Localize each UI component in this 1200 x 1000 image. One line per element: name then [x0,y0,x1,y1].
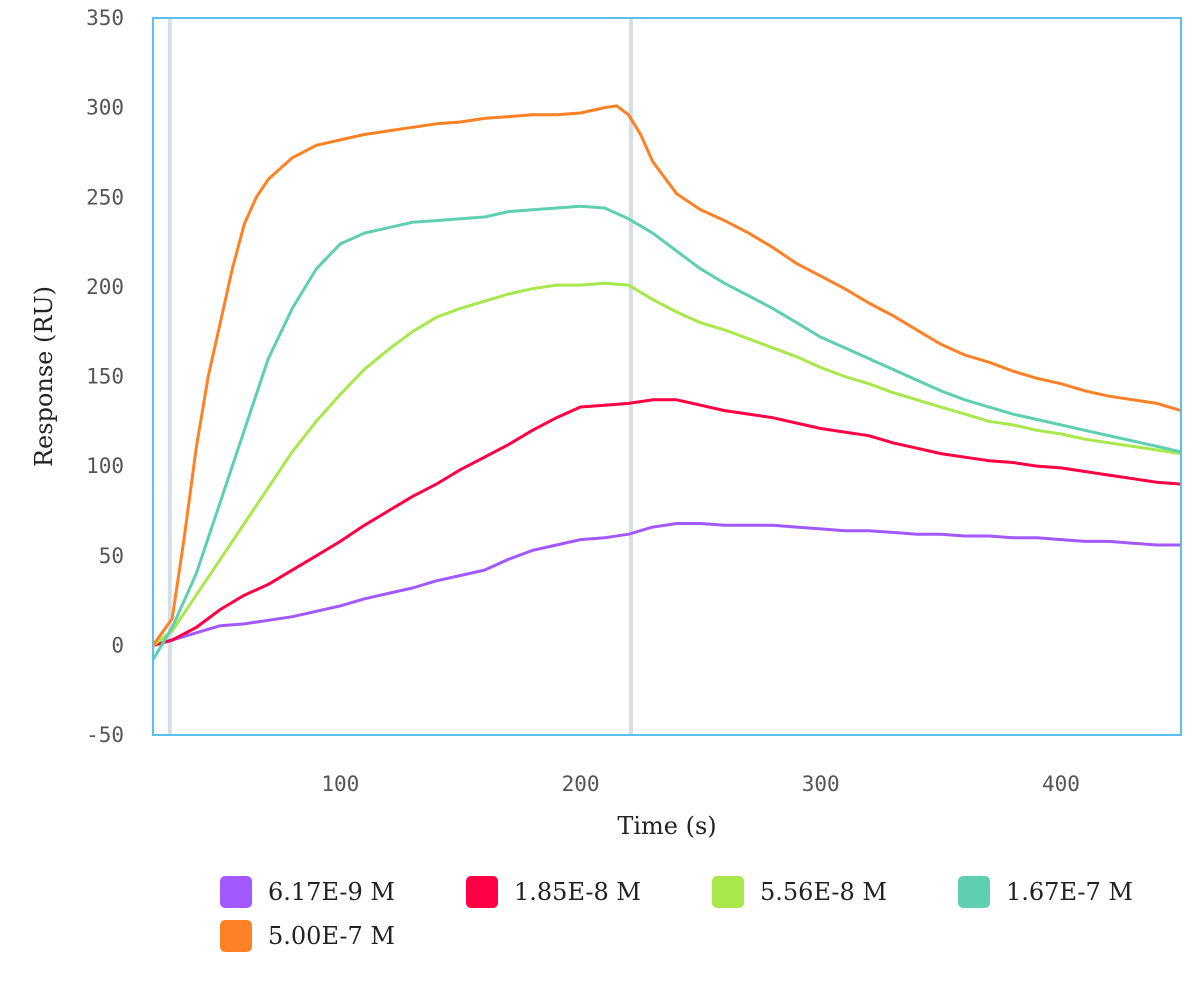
y-tick-label: -50 [86,723,124,747]
y-tick-label: 50 [99,544,124,568]
series-lines [151,104,1182,661]
y-tick-label: 250 [86,185,124,209]
x-tick-label: 200 [562,772,600,796]
series-line-4 [151,104,1182,647]
x-tick-label: 400 [1042,772,1080,796]
series-line-2 [152,281,1182,647]
legend-item[interactable]: 5.00E-7 M [220,920,395,952]
event-markers [167,18,633,735]
x-axis-title: Time (s) [617,812,716,840]
legend-swatch [466,876,498,908]
series-line-0 [152,522,1181,647]
legend-label: 5.56E-8 M [760,878,887,906]
x-axis: 100 200 300 400 [321,772,1079,796]
y-tick-label: 300 [86,96,124,120]
y-tick-label: 200 [86,275,124,299]
legend-label: 1.67E-7 M [1006,878,1133,906]
legend-label: 6.17E-9 M [268,878,395,906]
legend-swatch [712,876,744,908]
x-tick-label: 100 [321,772,359,796]
y-tick-label: 150 [86,365,124,389]
series-line-3 [151,204,1182,661]
y-tick-label: 0 [111,633,124,657]
y-axis: -50 0 50 100 150 200 250 300 350 [86,6,124,747]
y-axis-title: Response (RU) [30,286,58,467]
legend-swatch [220,876,252,908]
legend-swatch [220,920,252,952]
legend-item[interactable]: 1.85E-8 M [466,876,641,908]
y-tick-label: 350 [86,6,124,30]
series-line-1 [152,398,1182,647]
legend-label: 5.00E-7 M [268,922,395,950]
legend-item[interactable]: 5.56E-8 M [712,876,887,908]
y-tick-label: 100 [86,454,124,478]
legend-item[interactable]: 6.17E-9 M [220,876,395,908]
legend-swatch [958,876,990,908]
legend-item[interactable]: 1.67E-7 M [958,876,1133,908]
x-tick-label: 300 [802,772,840,796]
legend-label: 1.85E-8 M [514,878,641,906]
plot-frame [152,17,1182,736]
chart: -50 0 50 100 150 200 250 300 350 100 200 300 400 Ti… [30,6,1182,840]
